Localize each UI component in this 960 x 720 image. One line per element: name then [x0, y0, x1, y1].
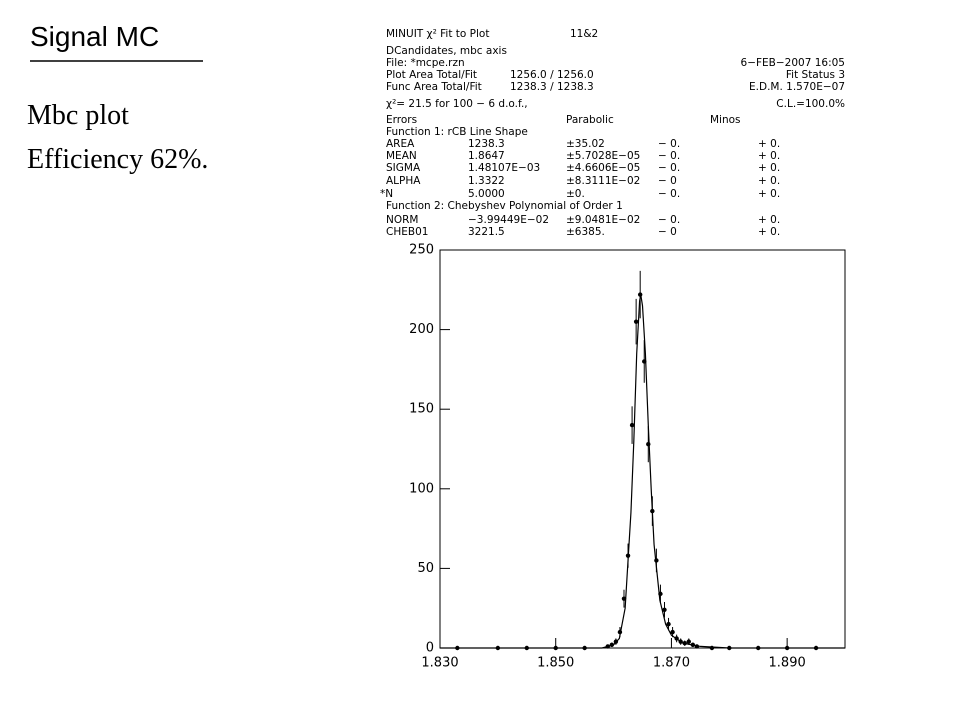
plot-frame [439, 249, 846, 649]
data-point [662, 607, 667, 612]
fit-text: − 0 [658, 175, 677, 187]
fit-text: − 0. [658, 214, 680, 226]
fit-text: 3221.5 [468, 226, 505, 238]
fit-text: 11&2 [570, 28, 598, 40]
fit-text: − 0. [658, 162, 680, 174]
x-tick-label: 1.870 [653, 656, 690, 671]
fit-text: SIGMA [386, 162, 421, 174]
y-tick-label: 0 [426, 641, 434, 656]
slide-title: Signal MC [30, 21, 159, 52]
bullet: Efficiency 62%. [27, 144, 208, 175]
fit-text: + 0. [758, 175, 780, 187]
y-tick-label: 50 [417, 561, 434, 576]
fit-text: Fit Status 3 [786, 69, 845, 81]
fit-text: *N [380, 188, 393, 200]
data-point [633, 319, 639, 324]
plot: 0 50 100 150 200 250 1.830 1.850 1.870 1.890 [409, 243, 846, 671]
fit-text: ±6385. [566, 226, 605, 238]
fit-text: AREA [386, 138, 415, 150]
fit-text: + 0. [758, 150, 780, 162]
fit-text: Func Area Total/Fit [386, 81, 482, 93]
fit-text: − 0. [658, 150, 680, 162]
fit-text: + 0. [758, 188, 780, 200]
fit-text: + 0. [758, 226, 780, 238]
fit-text: Function 2: Chebyshev Polynomial of Orde… [386, 200, 623, 212]
x-tick-label: 1.830 [421, 656, 458, 671]
x-tick-label: 1.850 [537, 656, 574, 671]
fit-text: + 0. [758, 138, 780, 150]
fit-text: Plot Area Total/Fit [386, 69, 477, 81]
bullet: Mbc plot [27, 100, 129, 131]
fit-text: MINUIT χ² Fit to Plot [386, 28, 489, 40]
fit-text: MEAN [386, 150, 417, 162]
y-tick-label: 200 [409, 322, 434, 337]
fit-text: ±8.3111E−02 [566, 175, 640, 187]
fit-text: Minos [710, 114, 741, 126]
fit-text: + 0. [758, 162, 780, 174]
fit-text: χ²= 21.5 for 100 − 6 d.o.f., [386, 98, 528, 110]
fit-text: ±4.6606E−05 [566, 162, 640, 174]
fit-text: − 0 [658, 226, 677, 238]
fit-text: + 0. [758, 214, 780, 226]
fit-text: Parabolic [566, 114, 614, 126]
fit-text: DCandidates, mbc axis [386, 45, 507, 57]
fit-text: E.D.M. 1.570E−07 [749, 81, 845, 93]
data-point [686, 639, 691, 644]
x-tick-label: 1.890 [769, 656, 806, 671]
fit-text: ALPHA [386, 175, 421, 187]
fit-text: 1238.3 / 1238.3 [510, 81, 594, 93]
fit-text: File: *mcpe.rzn [386, 57, 465, 69]
fit-text: − 0. [658, 138, 680, 150]
data-point [666, 621, 671, 627]
fit-text: 1256.0 / 1256.0 [510, 69, 594, 81]
fit-text: 1.3322 [468, 175, 505, 187]
data-point [670, 629, 675, 635]
fit-text: NORM [386, 214, 418, 226]
fit-text: − 0. [658, 188, 680, 200]
fit-text: ±0. [566, 188, 585, 200]
fit-text: ±9.0481E−02 [566, 214, 640, 226]
fit-text: 1.8647 [468, 150, 505, 162]
fit-text: 1.48107E−03 [468, 162, 540, 174]
fit-text: −3.99449E−02 [468, 214, 549, 226]
fit-text: 5.0000 [468, 188, 505, 200]
fit-text: Errors [386, 114, 417, 126]
fit-text: 1238.3 [468, 138, 505, 150]
fit-curve [440, 294, 845, 649]
fit-text: ±5.7028E−05 [566, 150, 640, 162]
y-tick-label: 100 [409, 481, 434, 496]
data-point [629, 422, 635, 428]
fit-text: ±35.02 [566, 138, 605, 150]
fit-text: Function 1: rCB Line Shape [386, 126, 528, 138]
fit-text: C.L.=100.0% [776, 98, 845, 110]
fit-box: MINUIT χ² Fit to Plot 11&2 DCandidates, mb… [380, 28, 845, 238]
y-tick-label: 250 [409, 243, 434, 258]
y-tick-label: 150 [409, 402, 434, 417]
fit-text: 6−FEB−2007 16:05 [741, 57, 845, 69]
fit-text: CHEB01 [386, 226, 428, 238]
